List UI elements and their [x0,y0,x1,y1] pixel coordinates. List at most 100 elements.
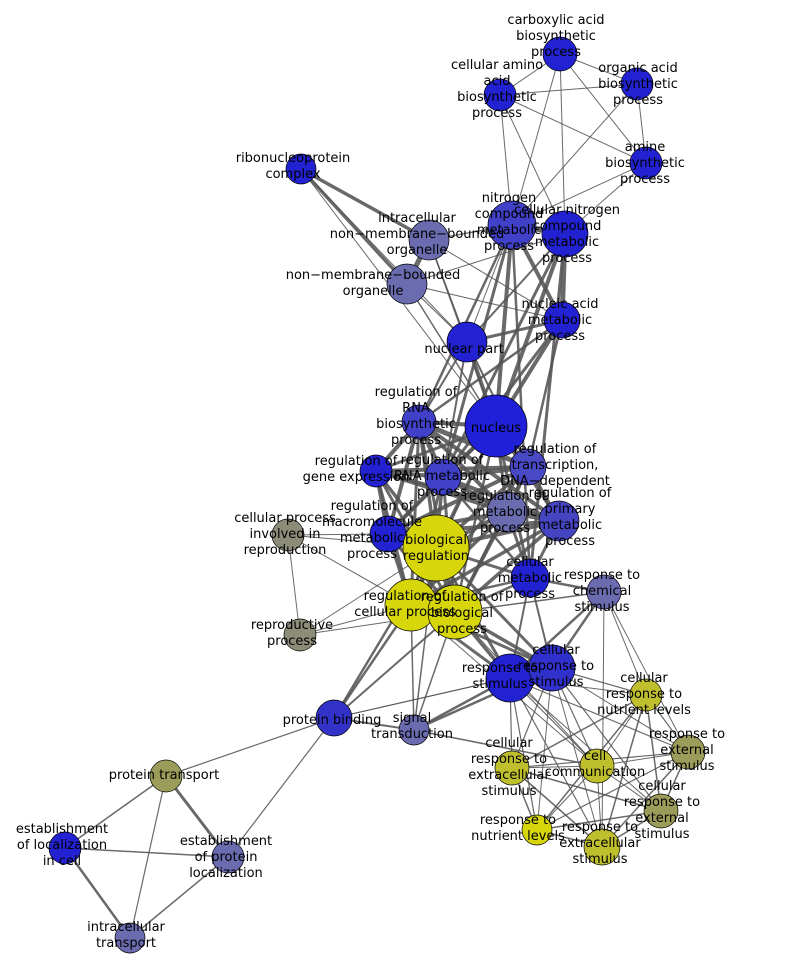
graph-edge[interactable] [387,465,529,536]
graph-edge[interactable] [499,94,647,164]
graph-edge[interactable] [510,224,532,579]
graph-node-carboxylic-acid-biosynthetic-process[interactable]: carboxylic acid biosynthetic process [542,36,578,72]
graph-node-label: regulation of transcription, DNA−dependent [500,442,610,489]
graph-edge[interactable] [287,534,301,636]
graph-edge[interactable] [499,83,638,96]
graph-node-label: cellular nitrogen compound metabolic proces… [514,203,620,266]
graph-edge[interactable] [511,83,638,226]
graph-edge[interactable] [409,421,421,606]
graph-node-nucleus[interactable]: nucleus [464,394,528,458]
graph-node-label: signal transduction [371,711,453,742]
graph-edge[interactable] [494,224,514,427]
graph-edge[interactable] [528,233,567,579]
graph-edge[interactable] [551,667,662,812]
graph-edge[interactable] [499,94,566,235]
graph-node-regulation-of-rna-metabolic-process[interactable]: regulation of RNA metabolic process [424,458,462,496]
graph-node-protein-transport[interactable]: protein transport [149,759,183,793]
graph-edge[interactable] [418,318,563,424]
graph-node-establishment-of-protein-localization[interactable]: establishment of protein localization [211,840,245,874]
graph-edge[interactable] [645,694,662,812]
graph-edge[interactable] [601,591,605,848]
graph-node-cellular-process-involved-in-reproduction[interactable]: cellular process involved in reproductio… [271,518,305,552]
graph-node-amine-biosynthetic-process[interactable]: amine biosynthetic process [629,146,663,180]
graph-edge[interactable] [413,729,598,767]
graph-node-nucleic-acid-metabolic-process[interactable]: nucleic acid metabolic process [543,301,581,339]
graph-edge[interactable] [129,775,167,939]
graph-node-cellular-response-to-extracellular-stimulus[interactable]: cellular response to extracellular stimu… [494,750,530,786]
graph-node-cellular-response-to-stimulus[interactable]: cellular response to stimulus [528,644,576,692]
graph-node-intracellular-transport[interactable]: intracellular transport [114,922,146,954]
graph-node-protein-binding[interactable]: protein binding [315,699,353,737]
graph-edge[interactable] [551,667,603,848]
graph-edge[interactable] [603,591,689,753]
graph-edge[interactable] [165,717,335,777]
graph-edge[interactable] [601,694,647,848]
graph-node-signal-transduction[interactable]: signal transduction [398,714,430,746]
graph-edge[interactable] [64,775,167,849]
graph-node-label: response to nutrient levels [471,813,565,844]
graph-node-regulation-of-rna-biosynthetic-process[interactable]: regulation of RNA biosynthetic process [401,404,437,440]
graph-edge[interactable] [526,319,564,468]
graph-node-reproductive-process[interactable]: reproductive process [283,618,317,652]
graph-edge[interactable] [509,677,603,848]
graph-node-label: regulation of primary metabolic process [529,486,612,549]
graph-edge[interactable] [559,53,566,235]
graph-node-cellular-amino-acid-biosynthetic-process[interactable]: cellular amino acid biosynthetic process [483,78,517,112]
graph-edge[interactable] [559,53,647,164]
graph-node-cellular-response-to-external-stimulus[interactable]: cellular response to external stimulus [643,793,679,829]
graph-edge[interactable] [603,591,647,696]
graph-edge[interactable] [406,283,563,321]
graph-edge[interactable] [227,717,335,858]
graph-edge[interactable] [536,810,662,831]
graph-edge[interactable] [509,677,662,812]
graph-edge[interactable] [64,847,229,858]
graph-edge[interactable] [536,751,689,831]
graph-edge[interactable] [511,767,603,848]
graph-edge[interactable] [511,767,662,812]
graph-node-biological-regulation[interactable]: biological regulation [402,514,470,582]
graph-node-response-to-nutrient-levels[interactable]: response to nutrient levels [521,814,553,846]
graph-node-label: nuclear part [424,342,503,357]
graph-edge[interactable] [63,847,132,939]
graph-edge[interactable] [509,677,538,831]
graph-edge[interactable] [466,233,566,343]
graph-node-label: organic acid biosynthetic process [598,61,678,108]
graph-edge[interactable] [511,694,647,769]
graph-node-cellular-response-to-nutrient-levels[interactable]: cellular response to nutrient levels [629,678,663,712]
graph-edge[interactable] [511,53,561,226]
graph-node-regulation-of-transcription-dna-dependent[interactable]: regulation of transcription, DNA−depende… [509,448,547,486]
graph-node-label: carboxylic acid biosynthetic process [507,13,604,60]
graph-edge[interactable] [428,239,563,321]
graph-node-regulation-of-metabolic-process[interactable]: regulation of metabolic process [486,491,528,533]
graph-node-label: regulation of macromolecule metabolic proce… [322,499,422,562]
graph-node-establishment-of-localization-in-cell[interactable]: establishment of localization in cell [48,831,82,865]
graph-node-organic-acid-biosynthetic-process[interactable]: organic acid biosynthetic process [620,67,654,101]
graph-node-non-membrane-bounded-organelle[interactable]: non−membrane−bounded organelle [386,263,428,305]
graph-node-regulation-of-gene-expression[interactable]: regulation of gene expression [359,454,393,488]
graph-edge[interactable] [375,469,560,523]
graph-node-regulation-of-biological-process[interactable]: regulation of biological process [427,584,483,640]
graph-node-nuclear-part[interactable]: nuclear part [446,321,488,363]
graph-node-label: cellular amino acid biosynthetic process [451,58,543,121]
graph-edge[interactable] [442,341,468,478]
graph-node-intracellular-non-membrane-bounded-organelle[interactable]: intracellular non−membrane−bounded organ… [408,219,450,261]
graph-node-response-to-external-stimulus[interactable]: response to external stimulus [670,734,706,770]
graph-node-regulation-of-primary-metabolic-process[interactable]: regulation of primary metabolic process [538,500,580,542]
graph-node-cellular-metabolic-process[interactable]: cellular metabolic process [510,558,550,598]
graph-node-response-to-chemical-stimulus[interactable]: response to chemical stimulus [586,574,622,610]
graph-edge[interactable] [441,233,567,478]
graph-edge[interactable] [129,856,229,939]
graph-node-response-to-extracellular-stimulus[interactable]: response to extracellular stimulus [583,828,621,866]
graph-edge[interactable] [536,667,553,831]
graph-node-cellular-nitrogen-compound-metabolic-process[interactable]: cellular nitrogen compound metabolic pro… [541,210,589,258]
graph-edge[interactable] [509,677,689,753]
graph-node-nitrogen-compound-metabolic-process[interactable]: nitrogen compound metabolic process [487,200,537,250]
graph-edge[interactable] [406,233,566,285]
graph-node-cell-communication[interactable]: cell communication [579,748,615,784]
graph-edge[interactable] [300,168,468,343]
graph-edge[interactable] [299,167,409,286]
graph-edge[interactable] [164,775,230,858]
graph-edge[interactable] [511,162,647,226]
graph-edge[interactable] [300,167,430,242]
graph-node-ribonucleoprotein-complex[interactable]: ribonucleoprotein complex [285,153,317,185]
